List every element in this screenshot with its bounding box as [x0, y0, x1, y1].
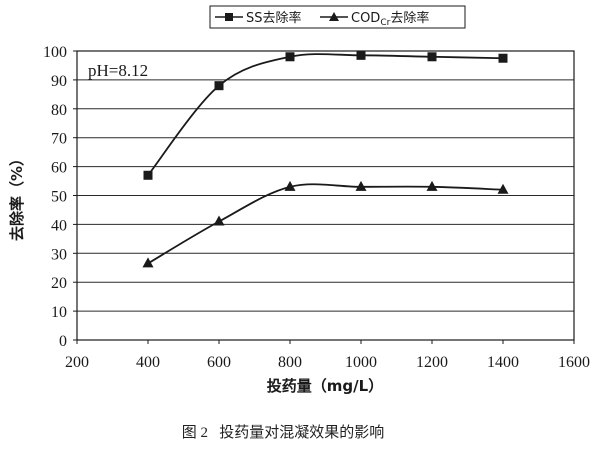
y-tick-label: 30 [51, 246, 67, 263]
x-tick-label: 200 [65, 354, 89, 371]
data-point-square [285, 52, 295, 62]
y-tick-labels: 0 10 20 30 40 50 60 70 80 90 100 [43, 44, 77, 350]
data-point-square [143, 170, 153, 180]
legend-label-cod-sub: Cr [380, 18, 390, 28]
legend-marker-square [225, 13, 233, 21]
legend-label-cod: CODCr去除率 [351, 10, 429, 28]
y-tick-label: 40 [51, 217, 67, 234]
y-tick-label: 0 [59, 333, 67, 350]
series-line-1 [147, 183, 504, 265]
legend-item-cod: CODCr去除率 [320, 10, 429, 28]
y-tick-label: 70 [51, 131, 67, 148]
x-tick-label: 1400 [487, 354, 519, 371]
legend: SS去除率 CODCr去除率 [209, 5, 466, 29]
x-axis-title: 投药量（mg/L） [267, 377, 383, 395]
x-tick-label: 600 [207, 354, 231, 371]
x-tick-label: 1200 [416, 354, 448, 371]
x-tick-label: 800 [278, 354, 302, 371]
x-tick-label: 1000 [345, 354, 377, 371]
data-point-square [356, 50, 366, 60]
y-tick-label: 20 [51, 275, 67, 292]
figure-caption: 图 2 投药量对混凝效果的影响 [182, 424, 385, 441]
y-axis-title: 去除率（%） [8, 151, 26, 241]
x-tick-labels: 200 400 600 800 1000 1200 1400 1600 [65, 340, 590, 371]
data-point-triangle [142, 257, 154, 268]
y-tick-label: 50 [51, 189, 67, 206]
series-layer [142, 50, 509, 268]
legend-label-ss: SS去除率 [246, 10, 302, 26]
y-tick-label: 10 [51, 304, 67, 321]
data-point-triangle [284, 180, 296, 191]
y-tick-label: 100 [43, 44, 67, 61]
data-point-triangle [355, 180, 367, 191]
y-tick-label: 90 [51, 73, 67, 90]
data-point-triangle [213, 215, 225, 226]
data-point-square [498, 53, 508, 63]
data-point-square [427, 52, 437, 62]
legend-item-ss: SS去除率 [215, 10, 302, 26]
data-point-square [214, 81, 224, 91]
grid-lines [77, 79, 574, 312]
legend-marker-triangle [329, 12, 339, 21]
legend-label-cod-main: COD [351, 11, 380, 26]
x-tick-label: 400 [136, 354, 160, 371]
data-point-triangle [426, 180, 438, 191]
series-line-0 [147, 53, 504, 176]
x-tick-label: 1600 [558, 354, 590, 371]
data-point-triangle [497, 183, 509, 194]
y-tick-label: 80 [51, 102, 67, 119]
legend-label-cod-tail: 去除率 [390, 10, 429, 26]
ph-annotation: pH=8.12 [88, 61, 148, 80]
y-tick-label: 60 [51, 160, 67, 177]
